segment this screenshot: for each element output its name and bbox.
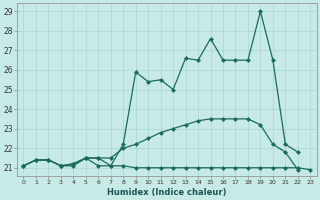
X-axis label: Humidex (Indice chaleur): Humidex (Indice chaleur) xyxy=(107,188,227,197)
